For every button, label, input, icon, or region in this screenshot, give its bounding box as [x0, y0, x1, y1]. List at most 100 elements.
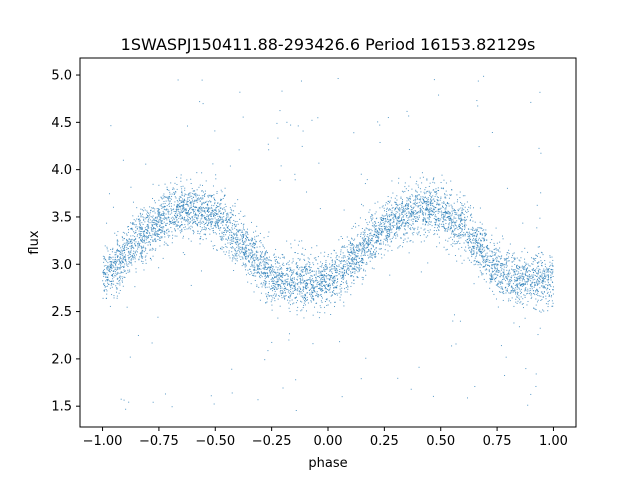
data-point: [405, 221, 407, 223]
data-point: [220, 199, 222, 201]
data-point: [291, 278, 293, 280]
data-point: [207, 216, 209, 218]
data-point: [528, 270, 530, 272]
data-point: [549, 255, 551, 257]
data-point: [184, 209, 186, 211]
data-point: [422, 212, 424, 214]
data-point: [116, 255, 118, 257]
data-point: [275, 281, 277, 283]
data-point: [296, 282, 298, 284]
data-point: [110, 274, 112, 276]
data-point: [242, 248, 244, 250]
data-point: [115, 261, 117, 263]
data-point: [109, 271, 111, 273]
data-point: [145, 235, 147, 237]
data-point: [154, 234, 156, 236]
data-point: [410, 202, 412, 203]
data-point: [152, 218, 154, 220]
data-point: [138, 218, 140, 220]
data-point: [174, 192, 176, 194]
data-point: [159, 239, 161, 241]
data-point: [297, 306, 299, 308]
data-point: [482, 260, 484, 262]
data-point: [329, 282, 331, 284]
data-point: [157, 220, 159, 222]
data-point: [106, 290, 108, 292]
data-point: [177, 214, 179, 216]
data-point: [396, 231, 398, 233]
data-point: [460, 232, 462, 234]
data-point: [318, 268, 320, 270]
data-point: [376, 242, 378, 244]
data-point: [324, 301, 326, 303]
data-point: [364, 253, 366, 255]
data-point: [527, 292, 529, 294]
data-point: [485, 273, 487, 275]
data-point: [137, 234, 139, 236]
data-point: [531, 274, 533, 276]
data-point: [147, 231, 149, 233]
data-point: [501, 278, 503, 280]
data-point: [249, 254, 251, 256]
data-point: [245, 236, 247, 238]
data-point: [146, 224, 148, 225]
data-point: [140, 231, 142, 233]
data-point: [460, 213, 462, 215]
data-point: [191, 208, 193, 210]
data-point: [360, 236, 362, 238]
data-point: [181, 211, 183, 213]
data-point: [444, 216, 446, 218]
data-point: [386, 207, 388, 209]
data-point: [179, 230, 181, 232]
data-point: [126, 240, 128, 242]
data-point: [128, 253, 130, 255]
data-point: [449, 218, 451, 220]
data-point: [187, 210, 189, 212]
data-point: [516, 264, 518, 266]
data-point: [288, 284, 290, 286]
data-point: [434, 224, 436, 226]
data-point: [257, 260, 259, 262]
data-point: [235, 254, 237, 256]
data-point: [141, 257, 143, 259]
data-point: [234, 242, 236, 244]
data-point: [245, 238, 247, 240]
data-point: [309, 272, 311, 274]
data-point: [286, 278, 288, 280]
data-point: [318, 272, 320, 274]
data-point: [164, 183, 166, 185]
data-point: [387, 250, 389, 252]
data-point: [297, 267, 299, 269]
data-point: [547, 303, 549, 305]
data-point: [404, 186, 406, 188]
data-point: [335, 275, 337, 277]
data-point: [184, 216, 186, 218]
data-point: [469, 234, 471, 236]
data-point: [514, 271, 516, 273]
data-point: [349, 262, 351, 264]
data-point: [125, 260, 127, 262]
data-point: [407, 220, 409, 222]
data-point: [110, 125, 112, 127]
data-point: [253, 256, 255, 258]
data-point: [415, 210, 417, 212]
data-point: [135, 238, 137, 240]
data-point: [436, 219, 438, 221]
data-point: [146, 236, 148, 238]
data-point: [256, 225, 258, 227]
data-point: [460, 220, 462, 222]
data-point: [243, 243, 245, 245]
data-point: [365, 243, 367, 245]
data-point: [220, 238, 222, 240]
data-point: [387, 214, 389, 216]
data-point: [152, 240, 154, 242]
data-point: [111, 261, 113, 263]
data-point: [278, 272, 280, 274]
data-point: [302, 130, 304, 132]
data-point: [139, 224, 141, 226]
data-point: [304, 304, 306, 306]
data-point: [339, 273, 341, 275]
data-point: [230, 217, 232, 219]
data-point: [524, 290, 526, 292]
data-point: [462, 195, 464, 197]
